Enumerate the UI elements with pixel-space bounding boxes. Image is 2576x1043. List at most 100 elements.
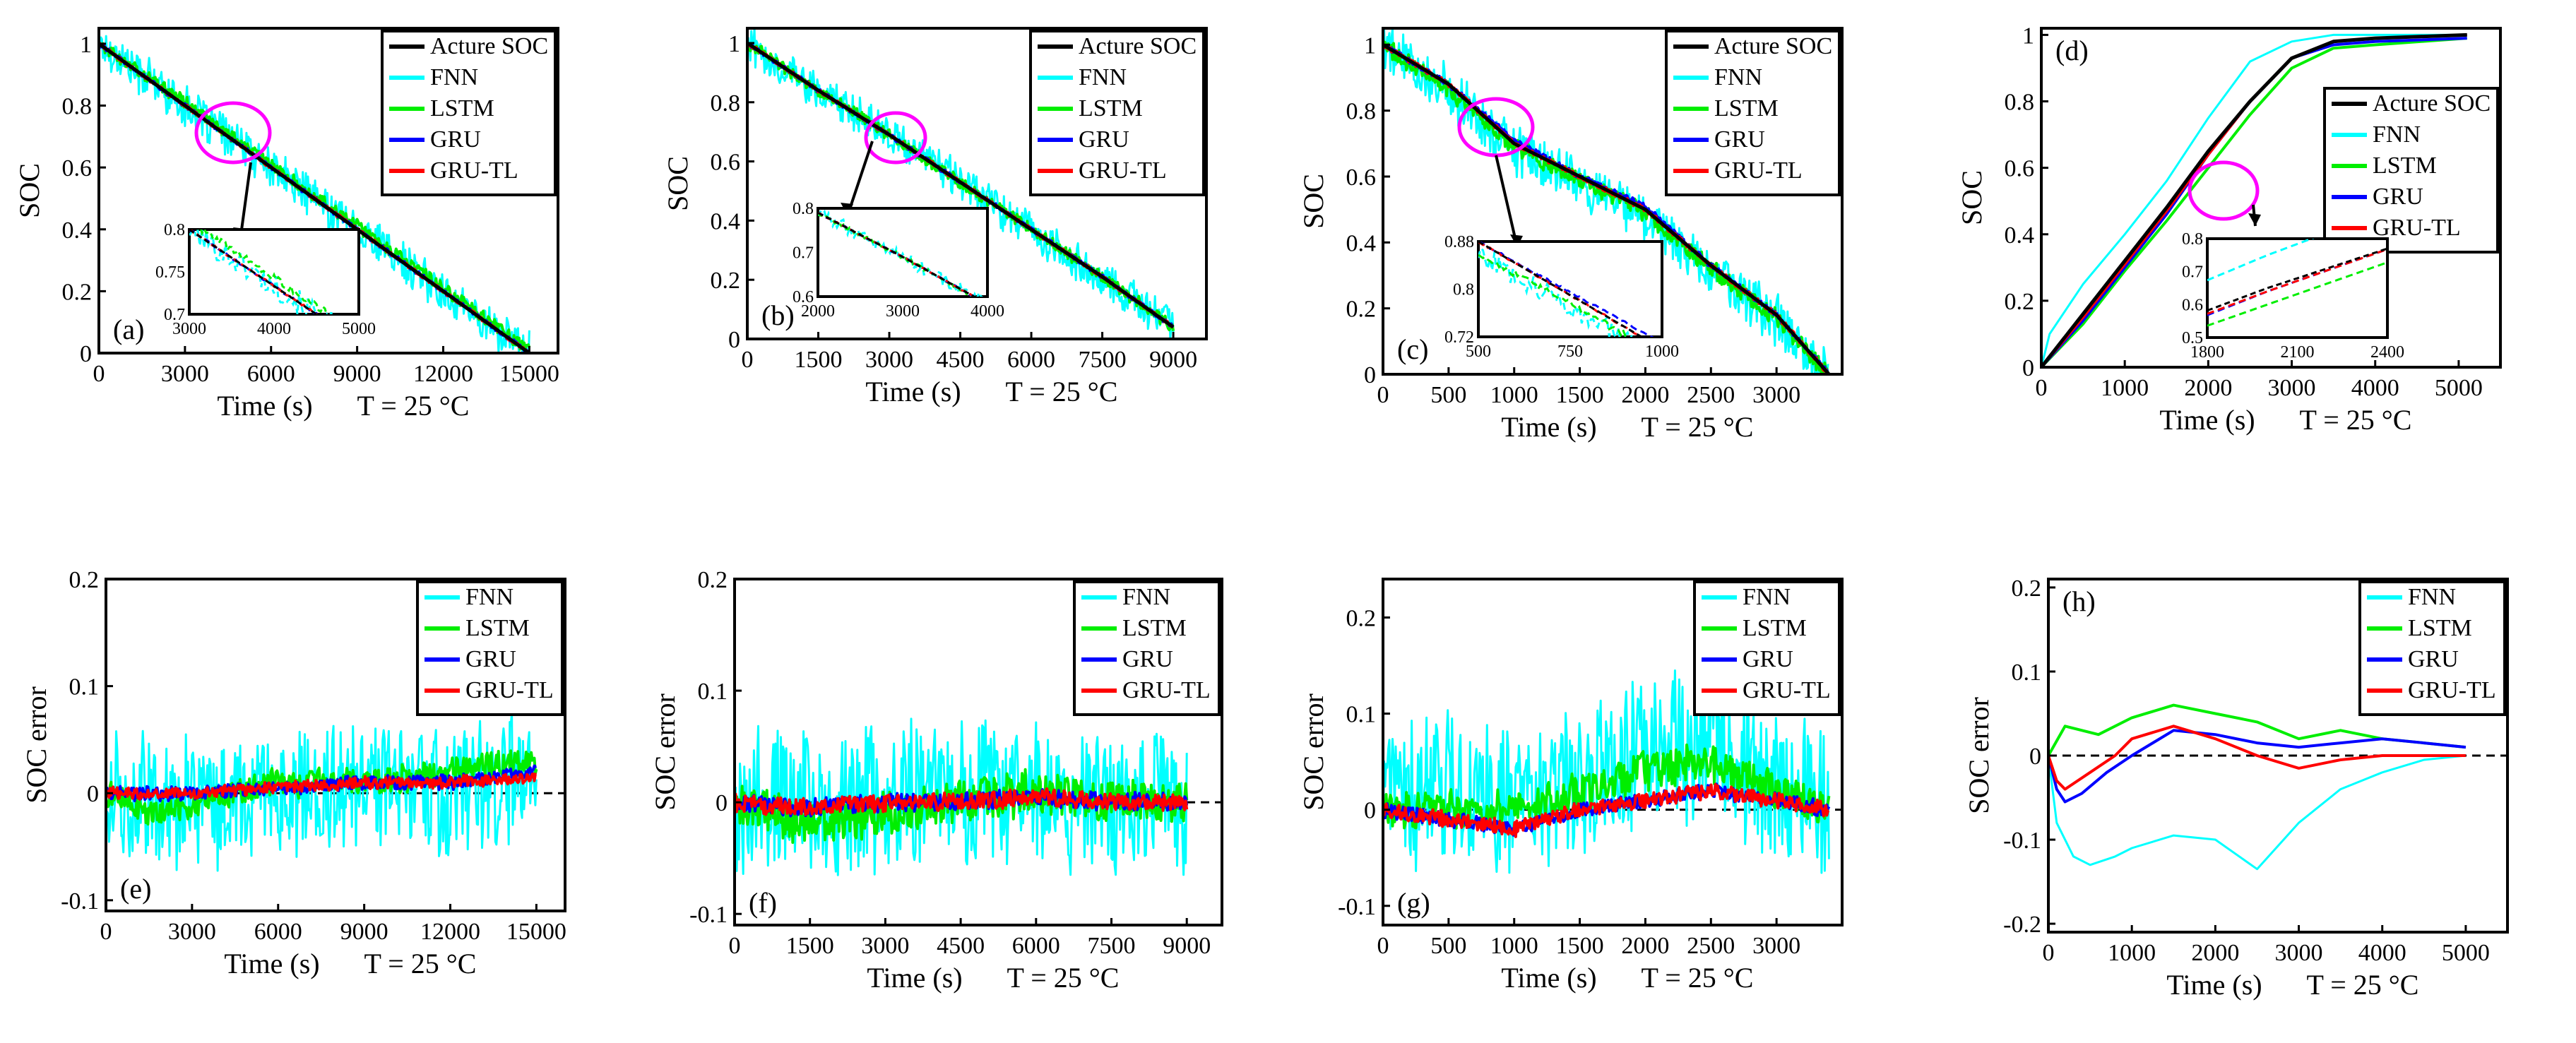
temperature-label: T = 25 °C	[2300, 404, 2412, 436]
temperature-label: T = 25 °C	[1642, 962, 1754, 994]
inset-y-tick-label: 0.5	[2182, 329, 2203, 347]
legend-label: GRU	[1079, 126, 1129, 153]
temperature-label: T = 25 °C	[364, 948, 477, 979]
inset-line-acture-soc	[2207, 247, 2387, 312]
inset-y-tick-label: 0.75	[155, 263, 185, 282]
legend-label: LSTM	[430, 95, 494, 121]
panel-letter: (d)	[2055, 35, 2089, 66]
series-group	[106, 712, 538, 872]
legend-label: GRU-TL	[2373, 215, 2461, 241]
x-axis-label: Time (s)	[1501, 962, 1596, 994]
y-axis-label: SOC error	[1963, 697, 1995, 814]
series-line-acture-soc	[2041, 32, 2467, 367]
x-tick-label: 3000	[161, 361, 209, 387]
x-tick-label: 0	[729, 933, 741, 959]
zoom-highlight-ellipse	[2188, 160, 2260, 221]
panel-a: 0 3000 6000 9000 12000 15000 0 0.2 0.4 0.6 0.8 1 SOC…	[13, 27, 559, 422]
x-tick-label: 7500	[1088, 933, 1136, 959]
panel-letter: (f)	[749, 887, 777, 919]
x-tick-label: 12000	[413, 361, 473, 387]
x-tick-label: 7500	[1079, 347, 1127, 373]
inset-line-gru-tl	[2207, 248, 2387, 315]
legend: Acture SOC FNN LSTM GRU GRU-TL	[1665, 30, 1841, 196]
inset-x-tick-label: 4000	[971, 302, 1004, 321]
y-tick-label: 0.6	[711, 150, 741, 176]
inset-y-tick-label: 0.6	[793, 288, 814, 306]
panel-c: 0 500 1000 1500 2000 2500 3000 0 0.2 0.4 0.6 0.8 1 SO…	[1298, 27, 1844, 443]
y-tick-label: 0.4	[62, 217, 93, 244]
legend-label: LSTM	[465, 615, 530, 641]
legend-label: GRU	[465, 646, 516, 672]
legend: FNN LSTM GRU GRU-TL	[1693, 580, 1841, 716]
x-tick-label: 0	[1377, 933, 1389, 959]
panel-letter: (g)	[1397, 887, 1430, 919]
y-tick-label: 0.4	[1346, 230, 1377, 256]
x-axis-label: Time (s)	[217, 390, 312, 422]
y-axis-label: SOC error	[1298, 693, 1329, 811]
series-line-gru-tl	[2048, 725, 2466, 791]
inset-x-tick-label: 2000	[801, 302, 835, 321]
plot-frame	[1382, 578, 1844, 926]
panel-letter: (c)	[1397, 333, 1428, 365]
inset-zoom: 500 750 1000 0.72 0.8 0.88	[1444, 233, 1679, 361]
x-tick-label: 1000	[2108, 940, 2156, 966]
x-tick-label: 2000	[1621, 382, 1669, 408]
y-axis-label: SOC error	[649, 693, 681, 811]
panel-d: 0 1000 2000 3000 4000 5000 0 0.2 0.4 0.6 0.8 1 SOC Ti…	[1956, 23, 2502, 436]
y-tick-label: -0.2	[2003, 912, 2041, 938]
inset-x-tick-label: 1000	[1645, 342, 1679, 361]
legend-label: FNN	[1079, 64, 1127, 90]
inset-line-lstm	[196, 230, 328, 314]
x-tick-label: 6000	[1012, 933, 1060, 959]
x-tick-label: 4000	[2351, 375, 2399, 401]
x-axis-label: Time (s)	[2159, 404, 2255, 436]
inset-y-tick-label: 0.7	[164, 306, 185, 324]
series-line-lstm	[1383, 40, 1831, 374]
series-group	[1383, 664, 1831, 874]
inset-x-tick-label: 1800	[2190, 343, 2224, 362]
y-tick-label: 0.2	[69, 567, 100, 593]
x-tick-label: 2000	[2191, 940, 2239, 966]
legend-label: GRU	[1714, 126, 1765, 153]
x-tick-label: 15000	[499, 361, 559, 387]
series-line-fnn	[2041, 33, 2467, 367]
inset-y-tick-label: 0.8	[164, 221, 185, 239]
x-tick-label: 5000	[2442, 940, 2490, 966]
x-tick-label: 0	[2036, 375, 2048, 401]
temperature-label: T = 25 °C	[357, 390, 470, 422]
legend-label: FNN	[430, 64, 478, 90]
inset-series	[1478, 242, 1654, 337]
inset-line-fnn	[189, 230, 333, 314]
inset-y-tick-label: 0.72	[1444, 328, 1474, 347]
legend-label: LSTM	[1079, 95, 1143, 121]
x-tick-label: 3000	[1752, 382, 1800, 408]
panel-letter: (e)	[120, 873, 151, 905]
legend-label: FNN	[2408, 584, 2456, 610]
x-axis-label: Time (s)	[2166, 969, 2262, 1001]
y-tick-label: 0.8	[62, 94, 93, 120]
legend-label: FNN	[1714, 64, 1762, 90]
panel-letter: (h)	[2062, 585, 2096, 617]
inset-x-tick-label: 2100	[2281, 343, 2315, 362]
series-group	[2041, 32, 2467, 367]
legend-box	[2323, 87, 2499, 254]
y-tick-label: 1	[1364, 32, 1376, 59]
zoom-arrow	[846, 141, 874, 216]
series-line-lstm	[747, 42, 1175, 332]
y-axis-label: SOC	[13, 163, 45, 218]
zoom-arrow	[239, 162, 252, 241]
inset-series	[2207, 239, 2387, 327]
x-tick-label: 6000	[247, 361, 295, 387]
y-tick-label: 0	[80, 341, 92, 367]
y-tick-label: 0	[716, 790, 728, 816]
x-tick-label: 4500	[937, 933, 985, 959]
legend-label: GRU-TL	[1122, 677, 1211, 703]
y-tick-label: 0.6	[62, 155, 93, 181]
panel-h: 0 1000 2000 3000 4000 5000 -0.2 -0.1 0 0.1 0.2 SOC …	[1963, 576, 2509, 1001]
zoom-highlight-ellipse	[864, 111, 927, 165]
legend-label: GRU	[430, 126, 481, 153]
legend-box	[1665, 30, 1841, 196]
y-axis-label: SOC	[1298, 174, 1329, 229]
y-tick-label: 0	[87, 781, 99, 807]
